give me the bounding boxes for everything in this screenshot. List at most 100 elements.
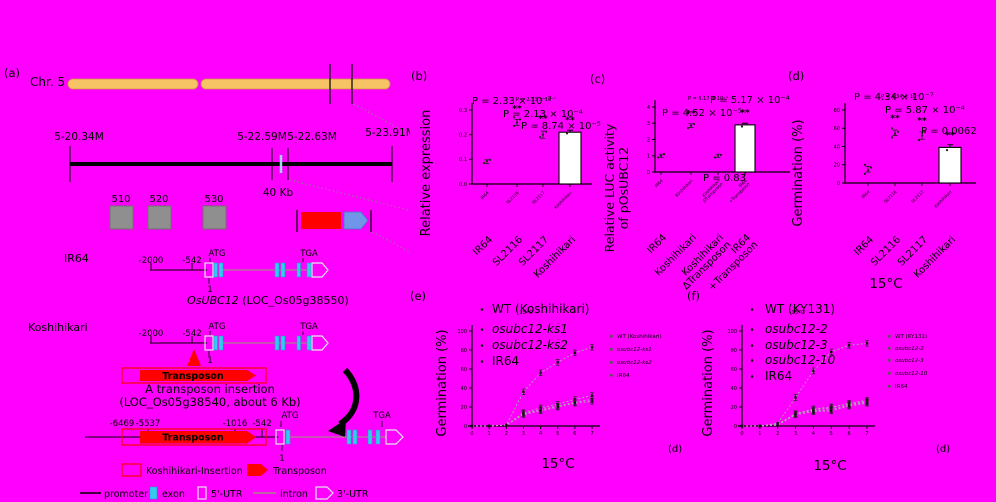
x-tick-label: 3 (794, 431, 797, 437)
sig-stars: ** (917, 117, 927, 127)
gene-model-ir64 (149, 257, 329, 285)
upstream-mark: -5537 (136, 419, 161, 429)
p-value-label: P = 4.52 × 10⁻⁵ (662, 108, 742, 119)
y-tick-label: 0 (464, 424, 467, 430)
legend-label-large: osubc12-2 (765, 322, 828, 336)
data-point (740, 125, 744, 128)
data-point (662, 153, 666, 156)
data-point (896, 130, 900, 133)
legend-marker (480, 344, 484, 347)
y-tick-label: 0.2 (459, 132, 467, 138)
upstream-mark: -542 (182, 256, 201, 266)
y-tick-label: 40 (731, 386, 737, 392)
panel-f-chart: 0 20 40 60 80 100 0 1 2 3 4 5 6 7 WT (KY131) osubc12-2 o… (701, 302, 928, 474)
gene-name: OsUBC12 (LOC_Os05g38550) (187, 294, 349, 307)
y-tick-label: 80 (461, 348, 467, 354)
locus-box-520 (147, 205, 172, 230)
legend-insertion-swatch (121, 463, 142, 477)
data-point (482, 161, 486, 165)
codon-ticks (280, 421, 383, 427)
upstream-mark: -2000 (139, 256, 164, 266)
legend-marker (750, 308, 754, 311)
panel-label-d: (d) (788, 69, 805, 83)
tss-label: 1 (207, 285, 212, 295)
y-tick-label: 40 (834, 144, 840, 150)
legend-transposon-label: Transposon (272, 466, 327, 477)
legend-label-small: WT (Koshihikari) (617, 334, 662, 340)
legend-label-large: osubc12-10 (765, 353, 836, 367)
data-point (659, 154, 663, 157)
zoom-region-ticks (296, 210, 372, 232)
row-label-ir64: IR64 (64, 252, 89, 265)
insertion-caption-1: A transposon insertion (145, 382, 275, 396)
data-point-WT (KY131) (794, 396, 797, 399)
data-point (512, 124, 516, 128)
data-point-IR64 (556, 405, 559, 409)
x-axis-title-small: 15°C (519, 310, 533, 316)
data-point (686, 127, 690, 130)
legend-marker-small (888, 335, 891, 338)
scale-label: 40 Kb (263, 187, 294, 199)
y-tick-label: 60 (731, 367, 737, 373)
data-point (689, 124, 693, 127)
locus-box-label: 530 (204, 194, 223, 205)
series-line-WT (Koshihikari) (472, 346, 593, 427)
panel-a-gene-map: Chr. 5 5-20.34M 5-22.59M 5-22.63M 5-23.9… (28, 64, 410, 500)
legend-marker-small (610, 335, 613, 338)
exon-box (352, 429, 358, 445)
data-point-IR64 (812, 410, 815, 413)
insertion-outline-box (121, 367, 267, 384)
data-point-WT (KY131) (812, 369, 815, 373)
p-value-label-small: P = 4.34 × 10⁻⁷ (881, 94, 921, 100)
locus-box-label: 510 (111, 194, 130, 205)
utr3-arrow (385, 429, 404, 445)
x-tick-label: 2 (505, 431, 508, 437)
chromosome-arm-right (200, 78, 391, 90)
x-tick-label-small: Koshihikari (553, 190, 573, 210)
x-tick-label: IR64 (852, 234, 876, 258)
legend-marker (750, 359, 754, 362)
data-point-IR64 (740, 424, 744, 428)
data-point-IR64 (487, 424, 491, 428)
x-axis-title-small: 15°C (791, 310, 805, 316)
y-tick-label: 0.1 (459, 157, 467, 163)
gene-arrow (343, 211, 369, 230)
chromosome-label: Chr. 5 (30, 75, 65, 89)
data-point-IR64 (522, 413, 525, 416)
legend-label-small: IR64 (617, 373, 630, 379)
upstream-mark: -542 (182, 329, 201, 339)
data-point (518, 118, 522, 121)
region-position: 5-20.34M (54, 131, 104, 143)
series-line-IR64 (472, 400, 593, 427)
x-tick-label-small: SL2116 (883, 189, 898, 204)
tss-label: 1 (279, 454, 284, 464)
stray-subpanel-label: (d) (936, 444, 951, 455)
data-point (719, 153, 723, 157)
y-tick-label: 0 (837, 181, 840, 187)
transposon-arrow (140, 370, 256, 381)
y-tick-label: 1 (647, 154, 650, 160)
x-tick-label-small: IR64 (737, 178, 747, 188)
data-point-IR64 (758, 424, 762, 428)
row-label-koshihikari: Koshihikari (28, 321, 88, 334)
legend-marker (480, 308, 484, 311)
data-point (920, 134, 924, 137)
y-axis-title: of pOsUBC12 (616, 147, 631, 229)
legend-utr5-swatch (197, 486, 207, 500)
y-tick-label: 0 (734, 424, 737, 430)
y-tick-label: 20 (834, 163, 840, 169)
upstream-mark: -2000 (139, 329, 164, 339)
legend-label-large: WT (Koshihikari) (492, 302, 589, 316)
y-tick-label: 60 (461, 367, 467, 373)
y-axis-title: Germination (%) (435, 329, 450, 436)
data-point (893, 132, 897, 135)
data-point (515, 121, 519, 124)
stray-subpanel-label: (d) (668, 444, 683, 455)
transposon-block (301, 212, 341, 229)
legend-promoter-label: promoter (104, 489, 148, 500)
chromosome-region-marks (329, 64, 353, 104)
data-point-WT (KY131) (830, 350, 833, 354)
data-point (485, 160, 489, 163)
region-position: 5-22.63M (287, 131, 337, 143)
